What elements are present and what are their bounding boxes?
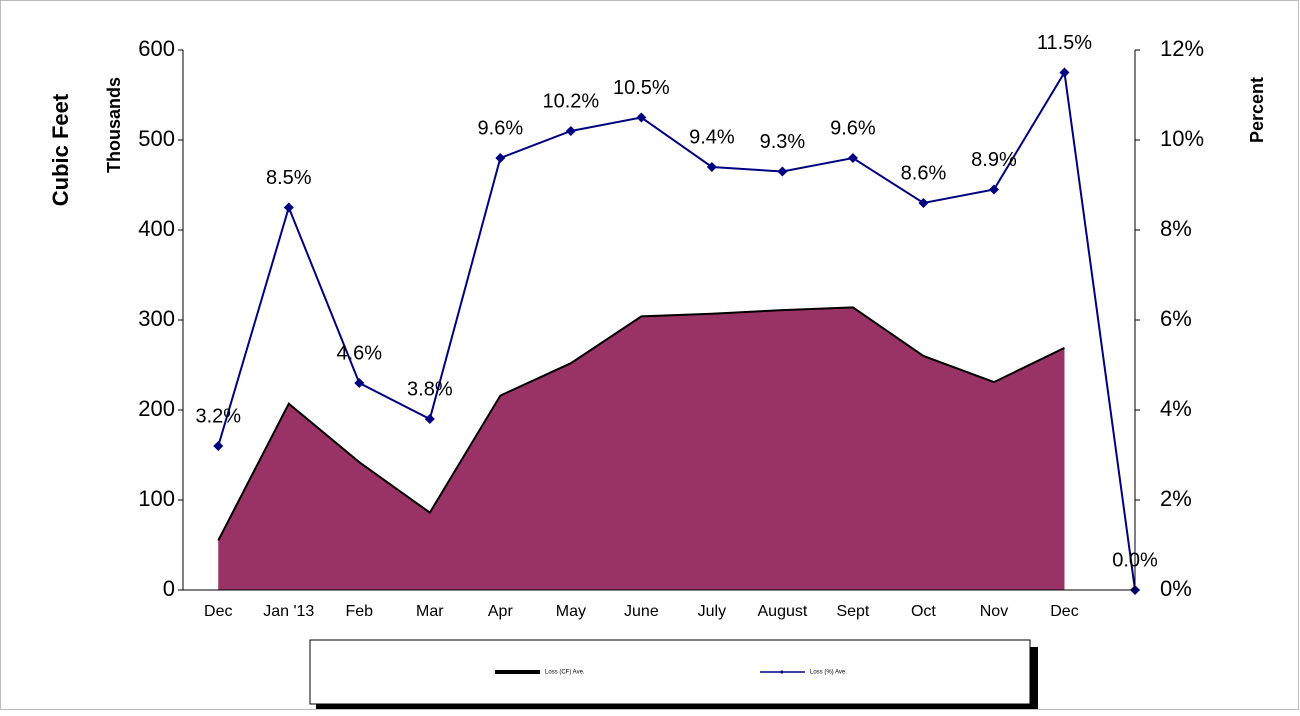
x-tick-label: May [556,603,586,620]
data-label: 4.6% [336,342,382,364]
data-label: 8.5% [266,167,312,189]
marker [354,378,365,388]
x-tick-label: Oct [911,603,936,620]
data-label: 9.6% [478,117,524,139]
data-label: 10.5% [613,77,670,99]
y2-tick-label: 6% [1160,306,1192,331]
x-tick-label: Sept [836,603,869,620]
legend-marker [780,670,784,674]
y-tick-label: 300 [138,306,175,331]
marker [495,153,506,163]
x-tick-label: June [624,603,659,620]
x-tick-label: Jan '13 [263,603,314,620]
data-label: 9.4% [689,126,735,148]
marker [213,441,224,451]
y-tick-label: 200 [138,396,175,421]
x-tick-label: Dec [1050,603,1078,620]
legend [309,639,1031,705]
marker [777,166,788,177]
y2-tick-label: 4% [1160,396,1192,421]
data-label: 3.2% [195,405,241,427]
marker [988,184,999,195]
x-tick-label: Dec [204,603,232,620]
y2-tick-label: 0% [1160,576,1192,601]
marker [424,414,435,424]
marker [1059,67,1070,78]
x-tick-label: August [758,603,808,620]
y-tick-label: 600 [138,36,175,61]
x-tick-label: Mar [416,603,444,620]
legend-label: Loss (%) Ave. [810,670,847,676]
data-label: 3.8% [407,378,453,400]
y2-axis-title: Percent [1247,77,1267,143]
y-tick-label: 100 [138,486,175,511]
marker [918,198,929,208]
data-label: 8.6% [901,162,947,184]
y-tick-label: 500 [138,126,175,151]
x-tick-label: Feb [346,603,374,620]
x-tick-label: Nov [980,603,1008,620]
data-label: 9.3% [760,131,806,153]
marker [283,202,294,213]
y2-tick-label: 2% [1160,486,1192,511]
y-tick-label: 400 [138,216,175,241]
data-label: 8.9% [971,149,1017,171]
area-outline [217,306,1065,541]
y2-tick-label: 12% [1160,36,1204,61]
y-tick-label: 0 [163,576,175,601]
line [217,69,1136,591]
data-label: 9.6% [830,117,876,139]
legend-label: Loss (CF) Ave. [545,670,585,676]
marker [565,126,576,136]
data-label: 11.5% [1037,32,1092,54]
x-tick-label: Apr [488,603,514,620]
x-tick-label: July [698,603,726,620]
y2-tick-label: 10% [1160,126,1204,151]
y2-tick-label: 8% [1160,216,1192,241]
marker [636,112,647,123]
marker [847,153,858,163]
marker [706,162,717,172]
area [218,307,1065,590]
y-axis-title: Cubic Feet [48,93,73,206]
data-label: 10.2% [542,90,599,112]
y-axis-unit: Thousands [104,77,124,173]
